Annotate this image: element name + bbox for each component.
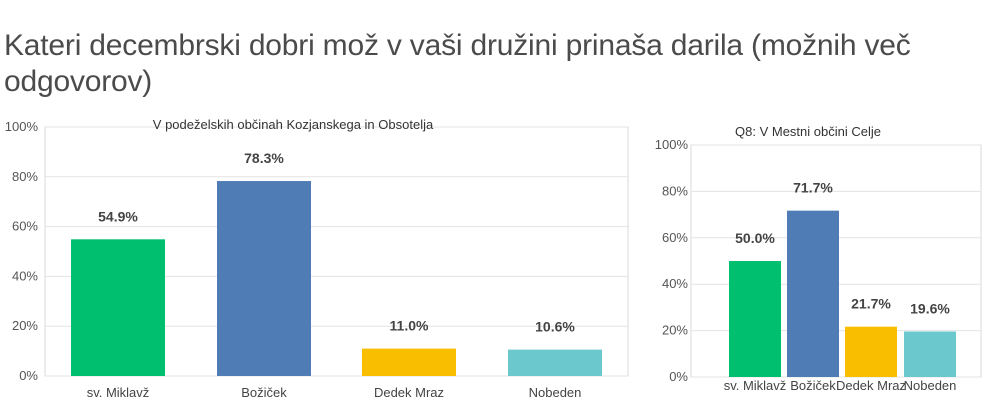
bar bbox=[787, 210, 839, 377]
x-tick-label: Božiček bbox=[790, 378, 836, 393]
y-tick-label: 40% bbox=[662, 276, 688, 291]
data-label: 71.7% bbox=[793, 180, 833, 196]
bar bbox=[71, 239, 165, 376]
chart-celje-municipality: 0% 20% 40% 60% 80% 100% Q8: V Mestni občini Ce… bbox=[648, 110, 991, 409]
x-tick-label: Dedek Mraz bbox=[836, 378, 906, 393]
bar bbox=[729, 261, 781, 377]
data-label: 10.6% bbox=[535, 319, 575, 335]
y-tick-label: 60% bbox=[12, 219, 38, 234]
bar bbox=[362, 348, 456, 376]
page-title: Kateri decembrski dobri mož v vaši druži… bbox=[4, 29, 911, 99]
y-tick-label: 80% bbox=[12, 169, 38, 184]
y-tick-label: 0% bbox=[19, 368, 38, 383]
y-tick-label: 80% bbox=[662, 183, 688, 198]
data-label: 19.6% bbox=[910, 301, 950, 317]
y-tick-label: 40% bbox=[12, 268, 38, 283]
bar-chart-rural: 0% 20% 40% 60% 80% 100% V podeželskih občinah … bbox=[5, 117, 629, 400]
chart-title: V podeželskih občinah Kozjanskega in Obs… bbox=[153, 117, 434, 132]
y-tick-label: 20% bbox=[12, 318, 38, 333]
data-label: 50.0% bbox=[735, 230, 775, 246]
x-tick-label: Nobeden bbox=[904, 378, 957, 393]
data-label: 21.7% bbox=[851, 296, 891, 312]
x-tick-label: Božiček bbox=[241, 385, 287, 400]
bar bbox=[904, 331, 956, 377]
bar bbox=[845, 326, 897, 377]
chart-rural-municipalities: 0% 20% 40% 60% 80% 100% V podeželskih občinah … bbox=[0, 110, 640, 409]
data-label: 78.3% bbox=[244, 150, 284, 166]
chart-title: Q8: V Mestni občini Celje bbox=[735, 124, 881, 139]
data-label: 11.0% bbox=[390, 318, 429, 334]
data-label: 54.9% bbox=[98, 208, 138, 224]
y-tick-label: 60% bbox=[662, 230, 688, 245]
x-tick-label: Dedek Mraz bbox=[374, 385, 444, 400]
x-tick-label: sv. Miklavž bbox=[87, 385, 150, 400]
y-tick-label: 100% bbox=[5, 119, 39, 134]
y-tick-label: 100% bbox=[655, 137, 689, 152]
y-tick-label: 0% bbox=[669, 369, 688, 384]
x-tick-label: Nobeden bbox=[529, 385, 582, 400]
bar bbox=[217, 181, 311, 376]
y-tick-label: 20% bbox=[662, 323, 688, 338]
x-tick-label: sv. Miklavž bbox=[724, 378, 787, 393]
bar-chart-celje: 0% 20% 40% 60% 80% 100% Q8: V Mestni občini Ce… bbox=[655, 124, 982, 393]
bar bbox=[508, 349, 602, 376]
